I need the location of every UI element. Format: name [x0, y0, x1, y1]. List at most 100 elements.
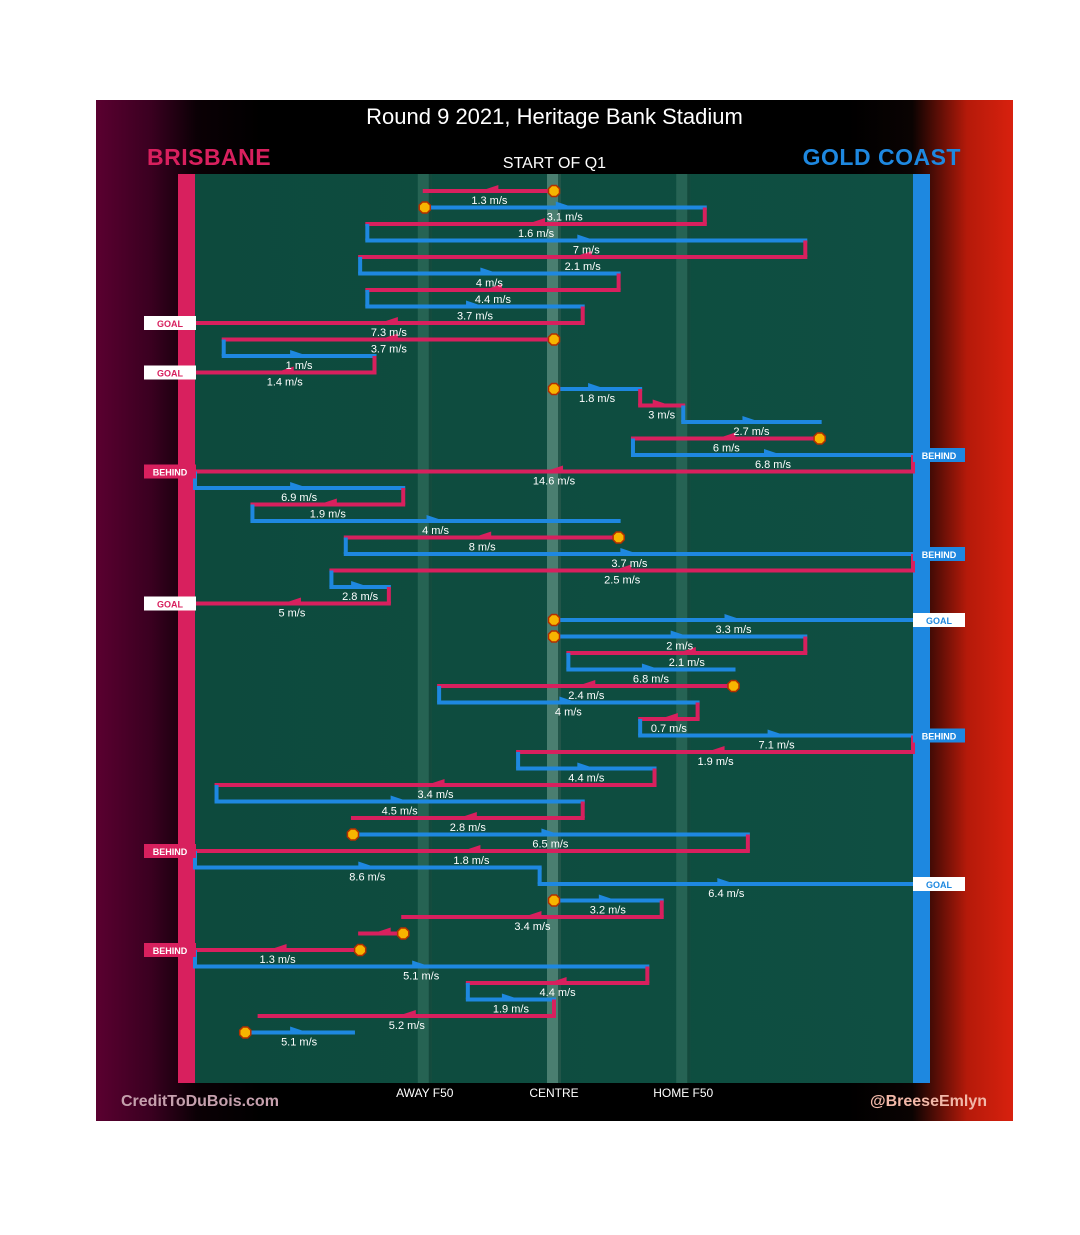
result-badge — [144, 464, 196, 479]
direction-arrow — [290, 482, 309, 489]
start-marker — [396, 927, 410, 940]
direction-arrow — [742, 416, 761, 423]
speed-label: 1 m/s — [286, 360, 313, 372]
direction-arrow — [275, 366, 294, 374]
direction-arrow — [412, 960, 431, 968]
speed-label: 3.2 m/s — [590, 905, 627, 917]
result-label: BEHIND — [922, 451, 957, 461]
result-label: BEHIND — [153, 847, 188, 857]
start-marker — [547, 184, 561, 198]
direction-arrow — [652, 399, 671, 407]
gold-coast-goal-post — [913, 174, 930, 1083]
speed-label: 4 m/s — [476, 278, 503, 290]
x-axis: AWAY F50 CENTRE HOME F50 — [396, 1086, 713, 1100]
start-markers — [238, 184, 826, 1039]
direction-arrow — [577, 762, 596, 770]
reference-lines — [417, 174, 691, 1083]
speed-label: 2.4 m/s — [568, 690, 605, 702]
direction-arrow — [545, 465, 563, 473]
result-label: GOAL — [157, 600, 184, 610]
speed-labels: 1.3 m/s 3.1 m/s 1.6 m/s 7 m/s 2.1 m/s 4 m/s 4.… — [260, 195, 796, 1049]
direction-arrow — [379, 317, 398, 324]
result-badge — [913, 547, 965, 561]
start-marker — [727, 679, 740, 693]
result-label: GOAL — [926, 616, 953, 626]
speed-label: 14.6 m/s — [533, 476, 576, 488]
direction-arrow — [548, 977, 567, 984]
result-badge — [913, 448, 965, 462]
speed-label: 3.4 m/s — [417, 789, 454, 801]
direction-arrow — [577, 234, 596, 242]
direction-arrow — [541, 828, 560, 836]
away-f50-line — [417, 174, 432, 1083]
result-badges: GOAL GOAL BEHIND BEHIND BEHIND GOAL GOAL BEHIND… — [144, 316, 965, 957]
result-label: BEHIND — [153, 946, 188, 956]
direction-arrow — [717, 878, 736, 885]
direction-arrow — [426, 779, 445, 786]
speed-label: 7.1 m/s — [759, 740, 796, 752]
direction-arrow — [767, 729, 786, 737]
direction-arrow — [577, 680, 596, 687]
speed-label: 4.4 m/s — [475, 294, 512, 306]
result-badge — [913, 613, 965, 627]
speed-label: 4.4 m/s — [568, 773, 605, 785]
direction-arrow — [706, 746, 725, 753]
chart-frame: 1.3 m/s 3.1 m/s 1.6 m/s 7 m/s 2.1 m/s 4 m/s 4.… — [96, 100, 1013, 1121]
chain-segments — [193, 185, 915, 1035]
direction-arrow — [559, 696, 578, 704]
direction-arrow — [523, 911, 542, 918]
away-f50-label: AWAY F50 — [396, 1086, 454, 1100]
speed-label: 2.1 m/s — [669, 657, 706, 669]
speed-label: 5.1 m/s — [403, 971, 440, 983]
direction-arrow — [555, 201, 574, 209]
direction-arrow — [268, 944, 287, 951]
speed-label: 5.2 m/s — [389, 1020, 426, 1032]
speed-label: 3.4 m/s — [514, 921, 551, 933]
speed-label: 1.9 m/s — [698, 756, 735, 768]
speed-label: 6.5 m/s — [532, 839, 569, 851]
direction-arrow — [473, 531, 492, 539]
speed-label: 6 m/s — [713, 443, 740, 455]
speed-label: 6.8 m/s — [633, 674, 670, 686]
start-marker — [353, 943, 367, 957]
direction-arrow — [724, 614, 743, 621]
direction-arrow — [379, 333, 398, 341]
result-label: GOAL — [157, 369, 184, 379]
speed-label: 2.7 m/s — [733, 426, 770, 438]
direction-arrow — [462, 845, 481, 852]
speed-label: 3.7 m/s — [371, 344, 408, 356]
speed-label: 1.3 m/s — [260, 954, 297, 966]
result-label: BEHIND — [922, 550, 957, 560]
away-f50-line-shadow — [428, 174, 432, 1083]
direction-arrow — [717, 432, 736, 440]
speed-label: 4 m/s — [422, 525, 449, 537]
direction-arrow — [351, 581, 370, 588]
credit-twitter: @BreeseEmlyn — [870, 1093, 987, 1110]
start-marker — [547, 382, 561, 396]
speed-label: 7 m/s — [573, 245, 600, 257]
direction-arrow — [480, 185, 499, 192]
home-f50-label: HOME F50 — [653, 1086, 713, 1100]
speed-label: 3.1 m/s — [547, 212, 584, 224]
result-badge — [144, 316, 196, 330]
team-label-gold-coast: GOLD COAST — [802, 144, 961, 170]
speed-label: 3.3 m/s — [715, 624, 752, 636]
centre-line — [547, 174, 561, 1083]
result-badge — [144, 844, 196, 858]
result-label: BEHIND — [153, 468, 188, 478]
centre-line-shadow — [558, 174, 561, 1083]
chain-chart: 1.3 m/s 3.1 m/s 1.6 m/s 7 m/s 2.1 m/s 4 m/s 4.… — [144, 174, 965, 1100]
direction-arrow — [318, 498, 337, 506]
speed-label: 4.5 m/s — [382, 806, 419, 818]
speed-label: 2.8 m/s — [342, 591, 379, 603]
speed-label: 3.7 m/s — [457, 311, 494, 323]
speed-label: 1.6 m/s — [518, 228, 555, 240]
start-marker — [547, 613, 561, 627]
speed-label: 1.8 m/s — [579, 393, 616, 405]
direction-arrow — [480, 267, 499, 275]
speed-label: 1.4 m/s — [267, 377, 304, 389]
direction-arrow — [613, 564, 632, 572]
result-badge — [144, 943, 196, 957]
speed-label: 1.9 m/s — [493, 1004, 530, 1016]
direction-arrow — [670, 630, 689, 638]
